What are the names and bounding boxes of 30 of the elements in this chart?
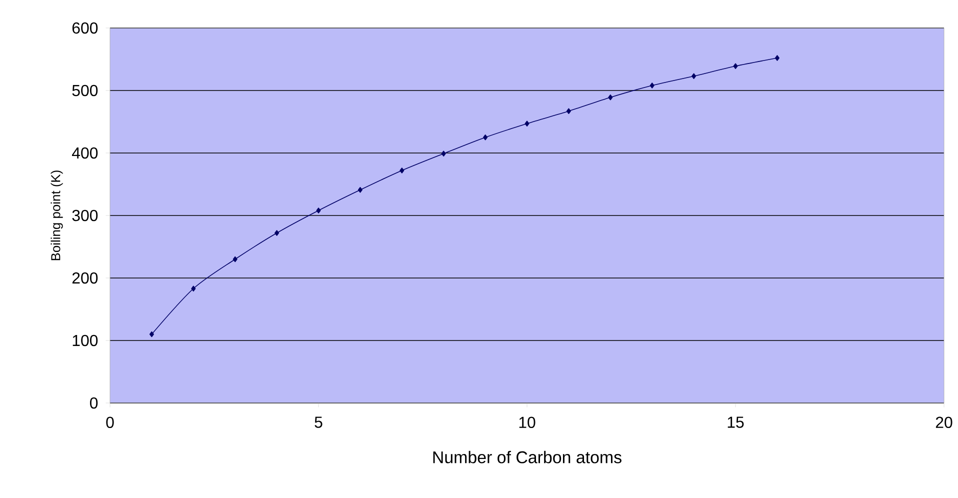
point [608,94,613,100]
x-tick-label: 20 [936,416,952,428]
point [316,208,321,214]
x-tick-label: 5 [314,416,322,428]
point [400,168,404,174]
x-tick-label: 10 [519,416,536,428]
point [358,186,362,193]
point [441,150,446,157]
y-tick-label: 200 [72,272,98,284]
x-axis-title: Number of Carbon atoms [433,450,622,464]
y-tick-label: 0 [90,397,98,409]
point [483,134,488,140]
point [650,82,654,88]
point [524,120,530,127]
point [149,331,154,338]
y-tick-label: 400 [72,147,98,159]
y-tick-label: 600 [72,22,98,34]
y-axis-title: Boiling point (K) [50,170,63,260]
y-tick-label: 300 [72,210,98,222]
point [274,230,280,236]
point [774,55,780,61]
x-tick-label: 15 [728,416,744,428]
point [692,73,696,80]
point [733,63,738,70]
point [232,256,238,262]
y-tick-label: 100 [72,334,98,346]
x-tick-label: 0 [106,416,114,428]
y-tick-label: 500 [72,84,98,96]
point [191,286,196,292]
point [566,108,571,114]
